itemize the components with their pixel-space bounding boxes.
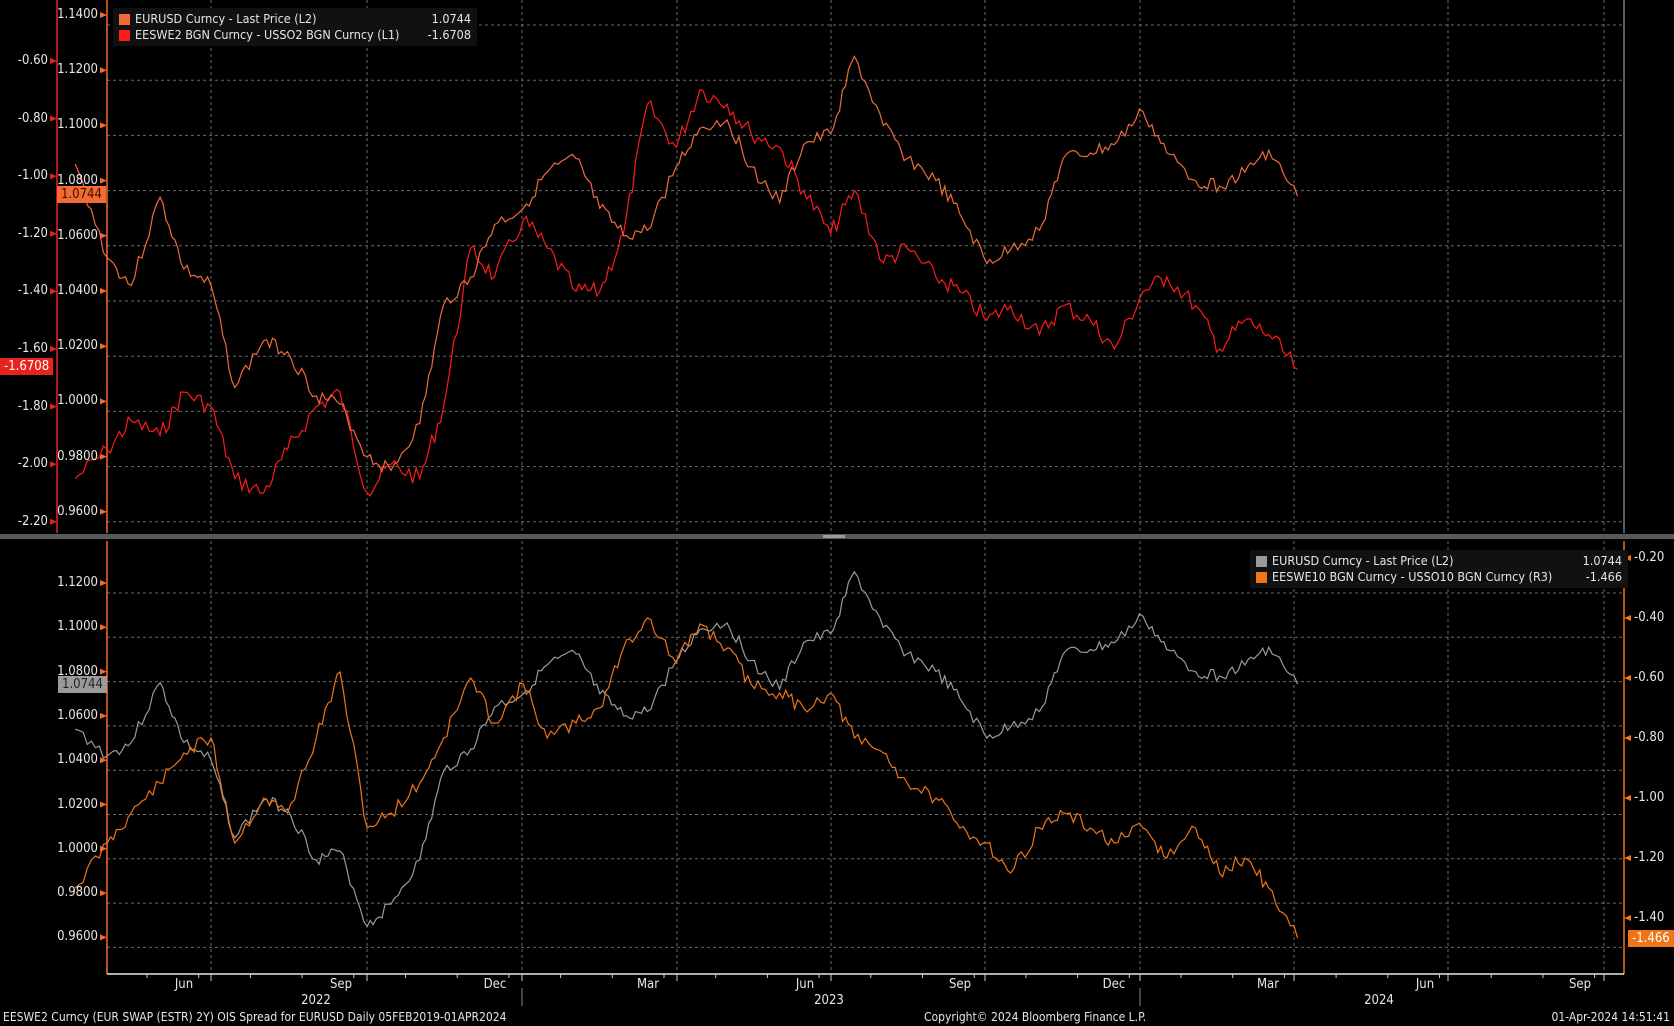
top-l1-tick-label: -2.00 (17, 456, 48, 472)
bottom-r3-tick-label: -0.80 (1634, 730, 1665, 745)
top-l1-last-value-tag: -1.6708 (0, 358, 54, 375)
x-month-label: Jun (795, 977, 815, 992)
top-l1-tick-label: -1.80 (17, 398, 48, 414)
footer-description: EESWE2 Curncy (EUR SWAP (ESTR) 2Y) OIS S… (3, 1010, 507, 1024)
bottom-legend-eurusd: EURUSD Curncy - Last Price (L2) 1.0744 (1256, 553, 1622, 569)
top-l1-tick-label: -0.80 (17, 110, 48, 126)
top-legend: EURUSD Curncy - Last Price (L2) 1.0744 E… (113, 8, 477, 46)
x-month-label: Dec (1102, 977, 1126, 992)
top-l2-tick-label: 1.1200 (57, 62, 98, 78)
legend-value: -1.6708 (427, 27, 471, 42)
footer-timestamp: 01-Apr-2024 14:51:41 (1551, 1010, 1670, 1024)
bottom-r3-tick-label: -1.20 (1634, 850, 1665, 865)
x-year-label: 2022 (301, 993, 331, 1008)
bottom-legend-spread10y: EESWE10 BGN Curncy - USSO10 BGN Curncy (… (1256, 569, 1622, 585)
x-month-label: Mar (636, 977, 660, 992)
legend-label: EURUSD Curncy - Last Price (L2) (135, 11, 317, 26)
top-l1-tick-label: -1.40 (17, 283, 48, 299)
top-l1-tick-label: -0.60 (17, 53, 48, 68)
bottom-r3-tick-label: -1.00 (1634, 790, 1665, 805)
top-l2-tick-label: 0.9600 (57, 503, 98, 519)
bottom-l2-tick-label: 1.0600 (57, 707, 98, 723)
top-l1-tick-label: -1.60 (17, 341, 48, 356)
legend-value: 1.0744 (1582, 553, 1622, 568)
bottom-l2-tick-label: 1.1000 (57, 619, 98, 635)
x-year-label: 2024 (1364, 993, 1394, 1008)
x-month-label: Sep (948, 977, 972, 992)
bottom-r3-tick-label: -1.40 (1634, 910, 1665, 925)
top-l2-tick-label: 1.0400 (57, 283, 98, 298)
x-month-label: Jun (1415, 977, 1435, 992)
spread10y-swatch-icon (1256, 571, 1267, 583)
top-l2-tick-label: 1.0200 (57, 338, 98, 354)
bottom-r3-tick-label: -0.60 (1634, 670, 1665, 685)
top-l2-tick-label: 1.0000 (57, 393, 98, 409)
top-l2-last-value-tag: 1.0744 (57, 186, 106, 203)
legend-value: -1.466 (1585, 569, 1622, 584)
bottom-r3-last-value-tag: -1.466 (1628, 930, 1674, 947)
legend-label: EURUSD Curncy - Last Price (L2) (1272, 553, 1454, 568)
spread2y-line (74, 89, 1298, 497)
series-lines (74, 55, 1299, 938)
bottom-legend: EURUSD Curncy - Last Price (L2) 1.0744 E… (1250, 550, 1628, 588)
top-l2-tick-label: 1.1400 (57, 7, 98, 22)
top-l2-tick-label: 0.9800 (57, 448, 98, 464)
top-l2-tick-label: 1.0800 (57, 172, 98, 188)
eurusd-swatch-icon (1256, 555, 1267, 567)
x-month-label: Mar (1256, 977, 1280, 992)
bottom-l2-tick-label: 1.0200 (57, 796, 98, 812)
x-year-label: 2023 (814, 993, 844, 1008)
legend-value: 1.0744 (431, 11, 471, 26)
bottom-l2-tick-label: 1.1200 (57, 575, 98, 590)
bottom-l2-tick-label: 0.9600 (57, 929, 98, 945)
x-month-label: Dec (483, 977, 507, 992)
x-month-label: Sep (1568, 977, 1592, 992)
bottom-l2-last-value-tag: 1.0744 (58, 676, 107, 693)
eurusd-bottom-line (75, 570, 1299, 928)
footer-copyright: Copyright© 2024 Bloomberg Finance L.P. (924, 1010, 1147, 1024)
spread2y-swatch-icon (119, 29, 130, 41)
legend-label: EESWE2 BGN Curncy - USSO2 BGN Curncy (L1… (135, 27, 400, 42)
top-l1-tick-label: -1.20 (17, 225, 48, 241)
top-legend-eurusd: EURUSD Curncy - Last Price (L2) 1.0744 (119, 11, 471, 27)
x-month-label: Jun (174, 977, 194, 992)
grid-lines (107, 0, 1624, 974)
bottom-r3-tick-label: -0.40 (1634, 610, 1665, 625)
bottom-l2-tick-label: 1.0000 (57, 840, 98, 856)
eurusd-top-line (74, 55, 1299, 474)
top-l1-tick-label: -2.20 (17, 513, 48, 529)
x-month-label: Sep (329, 977, 353, 992)
eurusd-swatch-icon (119, 13, 130, 25)
bottom-l2-tick-label: 1.0400 (57, 752, 98, 768)
bottom-l2-tick-label: 0.9800 (57, 885, 98, 901)
top-l2-tick-label: 1.0600 (57, 227, 98, 243)
bottom-r3-tick-label: -0.20 (1634, 550, 1665, 565)
bottom-l2-tick-label: 1.0800 (57, 663, 98, 679)
top-l2-tick-label: 1.1000 (57, 117, 98, 133)
spread10y-line (74, 617, 1299, 938)
top-l1-tick-label: -1.00 (17, 168, 48, 184)
top-legend-spread2y: EESWE2 BGN Curncy - USSO2 BGN Curncy (L1… (119, 27, 471, 43)
legend-label: EESWE10 BGN Curncy - USSO10 BGN Curncy (… (1272, 569, 1553, 584)
